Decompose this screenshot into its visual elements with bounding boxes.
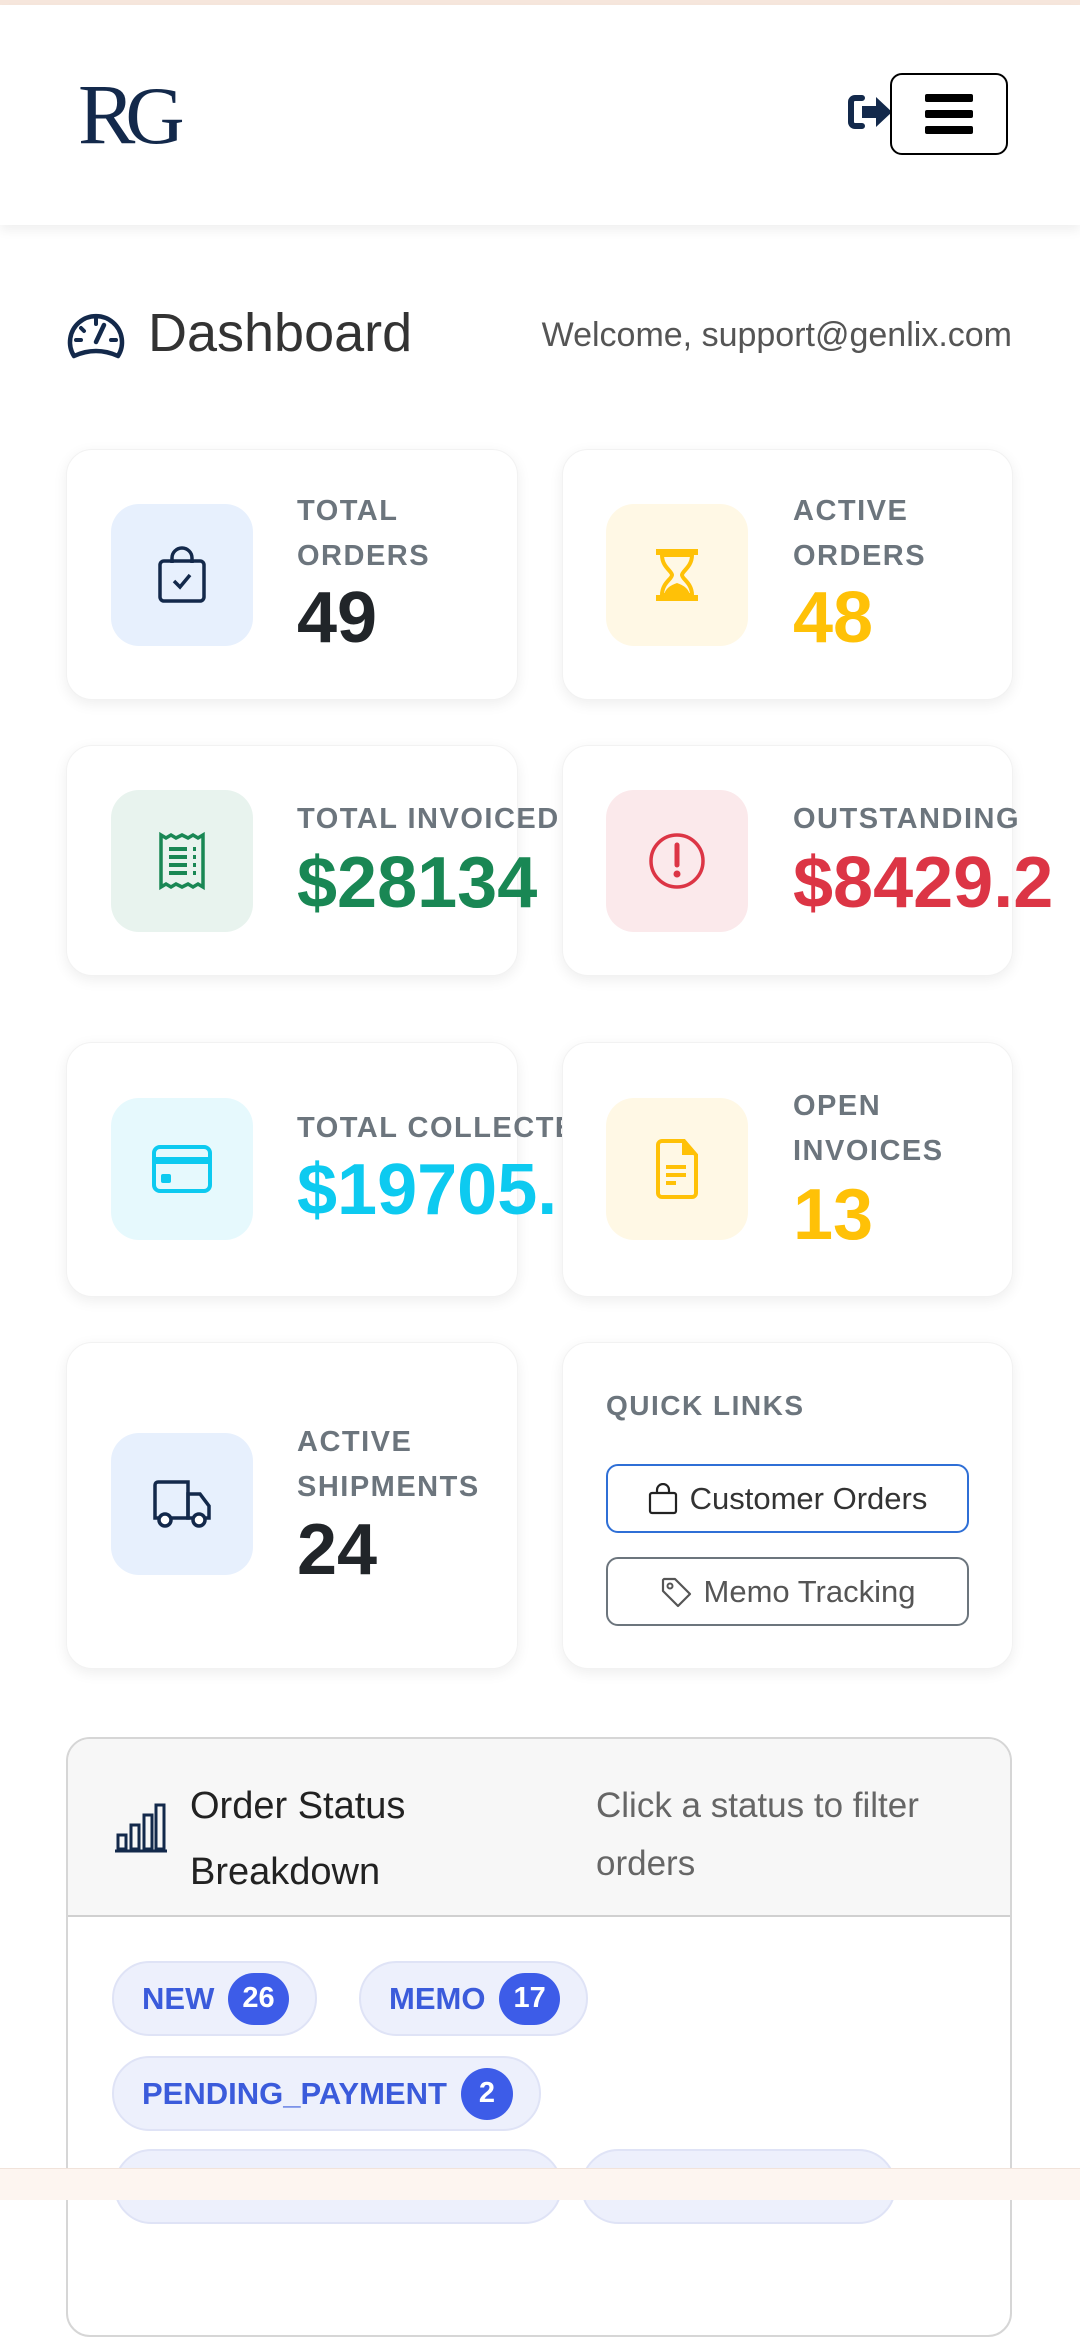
order-status-header [68, 1739, 1010, 1917]
stat-icon-box [111, 1098, 253, 1240]
exclamation-circle-icon [649, 833, 705, 889]
stat-icon-box [111, 790, 253, 932]
stat-label: ACTIVE [793, 495, 909, 527]
status-chip-memo[interactable]: MEMO 17 [359, 1961, 588, 2036]
stat-label: OUTSTANDING [793, 803, 1021, 835]
stat-value: 24 [297, 1510, 378, 1590]
hamburger-icon [925, 94, 973, 102]
hourglass-icon [656, 549, 698, 601]
stat-label: ACTIVE [297, 1426, 413, 1458]
bottom-bar [0, 2168, 1080, 2200]
count-badge: 17 [499, 1972, 560, 2025]
stat-icon-box [111, 1433, 253, 1575]
top-strip [0, 0, 1080, 5]
bag-check-icon [158, 546, 206, 603]
customer-orders-button[interactable]: Customer Orders [606, 1464, 969, 1533]
status-chip-new[interactable]: NEW 26 [112, 1961, 317, 2036]
menu-toggle-button[interactable] [890, 73, 1008, 155]
page-title: Dashboard [148, 303, 413, 363]
customer-orders-label: Customer Orders [689, 1480, 928, 1516]
file-text-icon [656, 1139, 698, 1199]
stat-label: SHIPMENTS [297, 1471, 480, 1503]
credit-card-icon [152, 1145, 212, 1193]
stat-value: 48 [793, 578, 874, 658]
count-badge: 2 [460, 2067, 513, 2120]
stat-label: TOTAL INVOICED [297, 803, 560, 835]
tag-icon [661, 1577, 691, 1607]
logo[interactable]: RG [78, 66, 185, 162]
stat-icon-box [606, 504, 748, 646]
stat-value: 13 [793, 1175, 874, 1255]
stat-icon-box [111, 504, 253, 646]
sign-out-icon[interactable] [848, 92, 894, 132]
stat-value: $19705. [297, 1150, 558, 1230]
stat-icon-box [606, 1098, 748, 1240]
stat-label: ORDERS [297, 540, 431, 572]
stat-label: ORDERS [793, 540, 927, 572]
order-status-card: Order Status Breakdown Click a status to … [66, 1737, 1012, 2337]
stat-value: $28134 [297, 843, 538, 923]
order-status-hint: Click a status to filter orders [596, 1786, 919, 1883]
memo-tracking-button[interactable]: Memo Tracking [606, 1557, 969, 1626]
memo-tracking-label: Memo Tracking [703, 1573, 916, 1609]
welcome-text: Welcome, support@genlix.com [541, 316, 1012, 354]
stat-label: INVOICES [793, 1135, 944, 1167]
receipt-icon [159, 831, 205, 891]
bag-icon [648, 1482, 677, 1514]
status-chip-pending-payment[interactable]: PENDING_PAYMENT 2 [112, 2056, 541, 2131]
stat-label: TOTAL COLLECTED [297, 1112, 599, 1144]
stat-value: 49 [297, 578, 378, 658]
bar-chart-icon [115, 1803, 167, 1853]
chip-label: PENDING_PAYMENT [142, 2075, 447, 2111]
stat-label: TOTAL [297, 495, 399, 527]
truck-icon [153, 1480, 211, 1528]
stat-icon-box [606, 790, 748, 932]
chip-label: NEW [142, 1980, 215, 2016]
order-status-title: Order Status Breakdown [190, 1785, 406, 1893]
stat-label: OPEN [793, 1090, 882, 1122]
speedometer-icon [67, 313, 125, 359]
quick-links-title: QUICK LINKS [606, 1390, 805, 1421]
stat-value: $8429.2 [793, 843, 1054, 923]
stat-card-active-orders[interactable] [562, 449, 1013, 700]
chip-label: MEMO [389, 1980, 486, 2016]
count-badge: 26 [228, 1972, 289, 2025]
